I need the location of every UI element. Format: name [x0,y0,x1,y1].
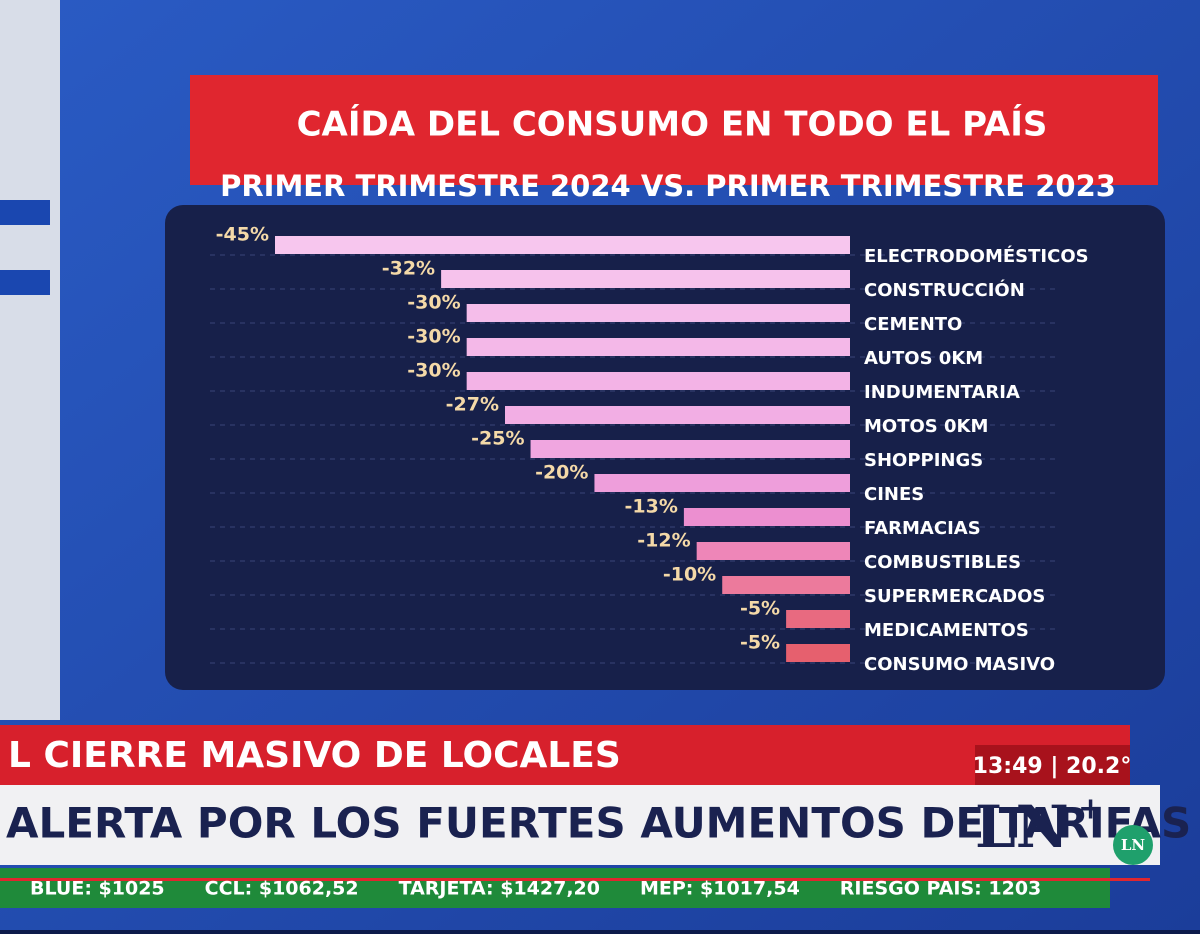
bar [530,440,850,458]
bar [683,508,850,526]
bar [505,406,850,424]
value-label: -32% [382,258,435,280]
headline-main-bar [0,785,1160,865]
title-bar [190,75,1158,185]
bar [466,338,850,356]
ticker-item: MEP: $1017,54 [640,878,800,900]
value-label: -5% [740,632,780,654]
value-label: -10% [663,564,716,586]
category-label: MOTOS 0KM [864,416,988,437]
bar [275,236,850,254]
category-label: CONSTRUCCIÓN [864,279,1025,301]
bar [466,304,850,322]
category-label: CINES [864,484,924,505]
category-label: INDUMENTARIA [864,382,1020,403]
bar [786,610,850,628]
ticker-bar [0,868,1110,908]
category-label: ELECTRODOMÉSTICOS [864,245,1089,267]
category-label: SUPERMERCADOS [864,586,1045,607]
presenter-edge [0,0,60,720]
side-stripe [0,270,50,295]
value-label: -5% [740,598,780,620]
category-label: COMBUSTIBLES [864,552,1021,573]
corner-logo-badge [1113,825,1153,865]
corner-logo: LN [1121,836,1146,854]
value-label: -20% [535,462,588,484]
side-stripe [0,200,50,225]
category-label: FARMACIAS [864,518,981,539]
value-label: -30% [407,360,460,382]
value-label: -13% [625,496,678,518]
bar [466,372,850,390]
ticker-item: RIESGO PAIS: 1203 [840,878,1041,900]
category-label: SHOPPINGS [864,450,983,471]
bar [696,542,850,560]
plot: -45% ELECTRODOMÉSTICOS -32% CONSTRUCCIÓN -30… [210,224,1089,675]
chart-subtitle: PRIMER TRIMESTRE 2024 VS. PRIMER TRIMEST… [220,169,1116,203]
category-label: MEDICAMENTOS [864,620,1029,641]
value-label: -45% [216,224,269,246]
clock: 13:49 | 20.2° [973,754,1132,779]
headline-main: ALERTA POR LOS FUERTES AUMENTOS DE TARIF… [6,799,1191,848]
headline-top-bar [0,725,1130,785]
bar [722,576,850,594]
category-label: AUTOS 0KM [864,348,983,369]
ticker: BLUE: $1025 CCL: $1062,52 TARJETA: $1427,2… [30,878,1041,900]
ticker-item: CCL: $1062,52 [205,878,359,900]
progress-bar [0,878,1150,881]
bar [786,644,850,662]
logo-plus: + [1078,792,1103,827]
category-label: CEMENTO [864,314,962,335]
value-label: -12% [637,530,690,552]
ticker-item: TARJETA: $1427,20 [399,878,600,900]
ticker-item: BLUE: $1025 [30,878,165,900]
logo: LN [975,793,1069,861]
value-label: -30% [407,292,460,314]
value-label: -30% [407,326,460,348]
headline-top: L CIERRE MASIVO DE LOCALES [8,735,621,776]
value-label: -25% [471,428,524,450]
chart-title: CAÍDA DEL CONSUMO EN TODO EL PAÍS [297,104,1048,145]
bar [441,270,850,288]
category-label: CONSUMO MASIVO [864,654,1055,675]
clock-box [975,745,1130,787]
value-label: -27% [446,394,499,416]
bar [594,474,850,492]
